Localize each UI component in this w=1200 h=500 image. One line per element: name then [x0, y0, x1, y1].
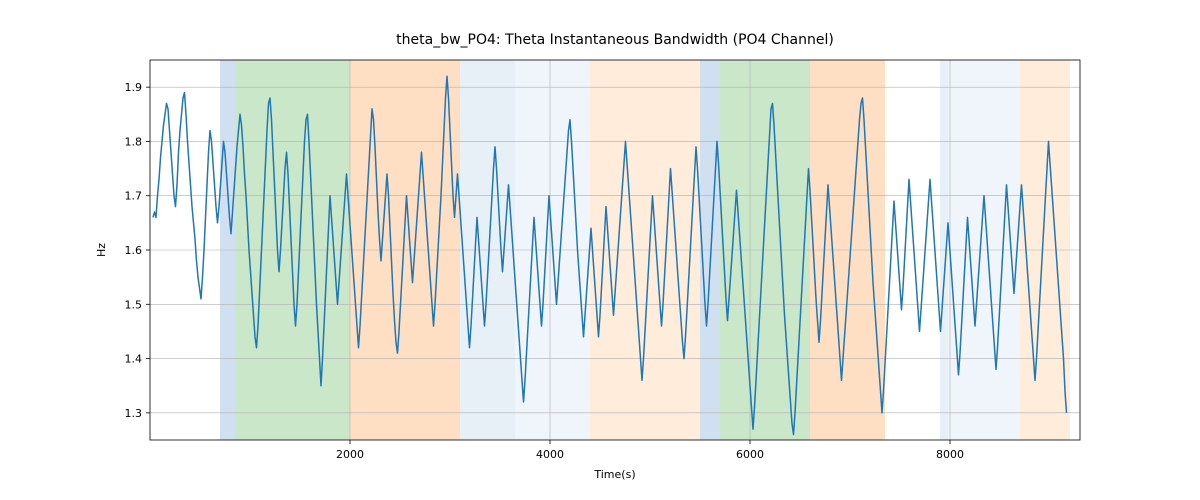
y-tick-label: 1.9 [125, 81, 143, 94]
x-tick-label: 4000 [536, 448, 564, 461]
x-tick-label: 2000 [336, 448, 364, 461]
y-axis-label: Hz [95, 243, 108, 257]
x-axis-label: Time(s) [593, 468, 635, 481]
y-tick-label: 1.7 [125, 190, 143, 203]
y-tick-label: 1.5 [125, 298, 143, 311]
x-tick-label: 6000 [736, 448, 764, 461]
y-tick-label: 1.4 [125, 353, 143, 366]
y-tick-label: 1.6 [125, 244, 143, 257]
x-tick-label: 8000 [936, 448, 964, 461]
chart-container: 2000 4000 6000 8000 1.3 1.4 1.5 1.6 1.7 1.8 1.9 Tim… [0, 0, 1200, 500]
chart-title: theta_bw_PO4: Theta Instantaneous Bandwi… [396, 32, 834, 48]
y-tick-label: 1.3 [125, 407, 143, 420]
line-chart: 2000 4000 6000 8000 1.3 1.4 1.5 1.6 1.7 1.8 1.9 Tim… [0, 0, 1200, 500]
y-tick-label: 1.8 [125, 135, 143, 148]
